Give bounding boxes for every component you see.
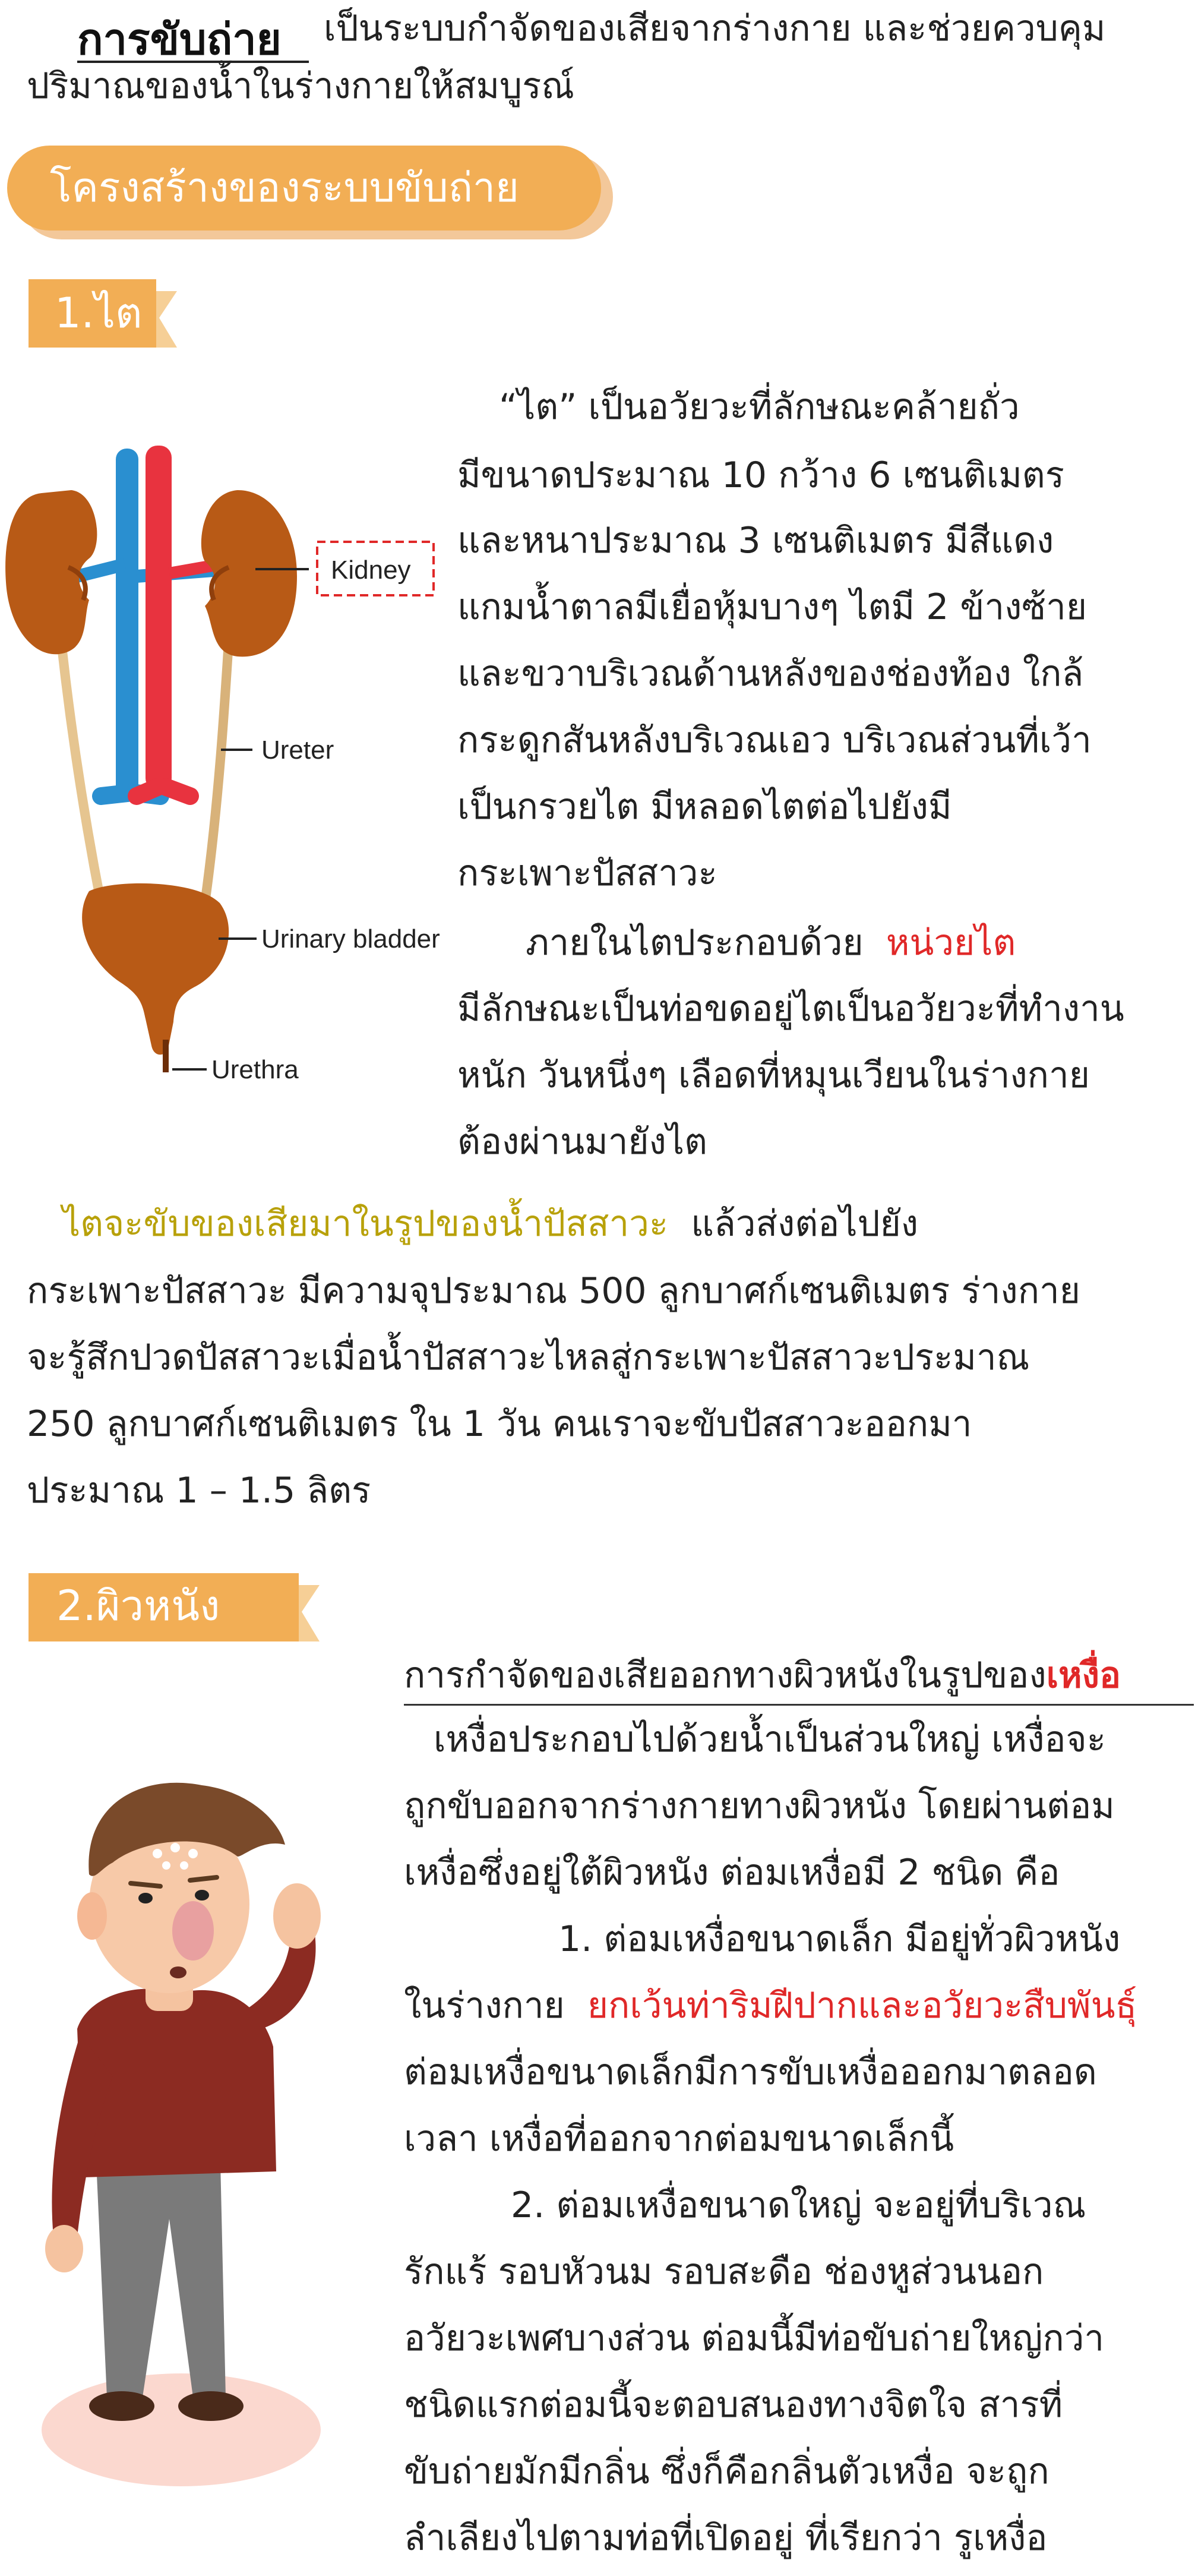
trousers: [95, 2136, 226, 2397]
urine-highlight: ไตจะขับของเสียมาในรูปของน้ำปัสสาวะ: [62, 1203, 669, 1245]
kidney-heading-ribbon: [29, 279, 177, 348]
left-arm: [52, 2035, 113, 2237]
right-kidney-hilum: [209, 565, 230, 601]
skin-text-line-4: 1. ต่อมเหงื่อขนาดเล็ก มีอยู่ทั่วผิวหนัง: [558, 1918, 1121, 1960]
left-shoe: [89, 2391, 154, 2421]
sweat-drop: [170, 1843, 180, 1852]
kidney-text-line-6: กระดูกสันหลังบริเวณเอว บริเวณส่วนที่เว้า: [457, 719, 1092, 761]
right-kidney: [201, 490, 297, 657]
nephron-text-line-2: หนัก วันหนึ่งๆ เลือดที่หมุนเวียนในร่างกา…: [457, 1055, 1090, 1096]
urine-line-3: จะรู้สึกปวดปัสสาวะเมื่อน้ำปัสสาวะไหลสู่ก…: [27, 1337, 1030, 1378]
small-gland-except: ยกเว้นท่าริมฝีปากและอวัยวะสืบพันธุ์: [587, 1985, 1137, 2026]
right-arm: [244, 1928, 316, 2029]
urine-line-4: 250 ลูกบาศก์เซนติเมตร ใน 1 วัน คนเราจะขั…: [27, 1403, 972, 1445]
urine-line-2: กระเพาะปัสสาวะ มีความจุประมาณ 500 ลูกบาศ…: [27, 1270, 1080, 1312]
urethra-label: Urethra: [211, 1055, 299, 1084]
kidney-heading: 1.ไต: [55, 289, 143, 337]
urine-line-1: ไตจะขับของเสียมาในรูปของน้ำปัสสาวะ แล้วส…: [62, 1206, 918, 1242]
skin-after-line-5: อวัยวะเพศบางส่วน ต่อมนี้มีท่อขับถ่ายใหญ่…: [404, 2318, 1105, 2359]
kidney-text-line-8: กระเพาะปัสสาวะ: [457, 853, 717, 894]
urine-rest: แล้วส่งต่อไปยัง: [691, 1203, 919, 1245]
nephron-term: หน่วยไต: [886, 922, 1016, 964]
skin-after-line-3: 2. ต่อมเหงื่อขนาดใหญ่ จะอยู่ที่บริเวณ: [511, 2184, 1086, 2226]
kidney-text-line-4: แกมน้ำตาลมีเยื่อหุ้มบางๆ ไตมี 2 ข้างซ้าย: [457, 586, 1087, 628]
small-gland-prefix: ในร่างกาย: [404, 1985, 565, 2026]
hair: [88, 1782, 285, 1876]
skin-subtitle-term: เหงื่อ: [1046, 1655, 1121, 1696]
floor-shadow: [42, 2373, 321, 2486]
renal-vein-left: [75, 558, 127, 583]
bladder-label: Urinary bladder: [261, 924, 440, 954]
skin-after-line-2: เวลา เหงื่อที่ออกจากต่อมขนาดเล็กนี้: [404, 2118, 954, 2160]
skin-after-line-6: ชนิดแรกต่อมนี้จะตอบสนองทางจิตใจ สารที่: [404, 2384, 1063, 2426]
sweat-drop: [188, 1849, 198, 1858]
nephron-text-line-3: ต้องผ่านมายังไต: [457, 1121, 707, 1163]
kidney-text-line-7: เป็นกรวยไต มีหลอดไตต่อไปยังมี: [457, 786, 952, 828]
sweater: [77, 1988, 276, 2177]
urethra: [163, 1040, 169, 1072]
ribbon-body: [29, 279, 156, 348]
urinary-bladder: [82, 883, 229, 1055]
skin-after-line-4: รักแร้ รอบหัวนม รอบสะดือ ช่องหูส่วนนอก: [404, 2251, 1044, 2293]
ribbon-body: [29, 1573, 299, 1641]
left-eye: [138, 1893, 153, 1903]
vena-cava: [116, 449, 138, 799]
kidney-label: Kidney: [331, 555, 411, 585]
intro-line-2: ปริมาณของน้ำในร่างกายให้สมบูรณ์: [27, 65, 574, 107]
skin-after-line-7: ขับถ่ายมักมีกลิ่น ซึ่งก็คือกลิ่นตัวเหงื่…: [404, 2451, 1049, 2492]
nose: [172, 1901, 214, 1961]
nephron-prefix: ภายในไตประกอบด้วย: [526, 922, 864, 964]
left-kidney-hilum: [67, 565, 88, 601]
skin-subtitle: การกำจัดของเสียออกทางผิวหนังในรูปของเหงื…: [404, 1658, 1121, 1693]
kidney-text-line-1: “ไต” เป็นอวัยวะที่ลักษณะคล้ายถั่ว: [499, 386, 1020, 428]
intro-title: การขับถ่าย: [77, 14, 282, 64]
sweating-man-illustration: [42, 1782, 321, 2486]
ureter-label: Ureter: [261, 735, 334, 765]
left-hand: [45, 2225, 83, 2272]
mouth: [170, 1966, 186, 1978]
kidney-text-line-5: และขวาบริเวณด้านหลังของช่องท้อง ใกล้: [457, 653, 1084, 694]
right-shoe: [178, 2391, 244, 2421]
skin-heading-ribbon: [29, 1573, 320, 1641]
aorta-branch: [128, 778, 199, 805]
ear: [77, 1892, 107, 1940]
left-brow: [128, 1881, 163, 1889]
nephron-text-line-1: มีลักษณะเป็นท่อขดอยู่ไตเป็นอวัยวะที่ทำงา…: [457, 988, 1124, 1030]
urinary-system-diagram: Kidney Ureter Urinary bladder Urethra: [5, 446, 440, 1084]
skin-heading: 2.ผิวหนัง: [56, 1581, 220, 1630]
skin-subtitle-prefix: การกำจัดของเสียออกทางผิวหนังในรูปของ: [404, 1655, 1047, 1696]
right-hand: [273, 1883, 321, 1949]
urine-line-5: ประมาณ 1 – 1.5 ลิตร: [27, 1470, 371, 1511]
small-gland-line: ในร่างกาย ยกเว้นท่าริมฝีปากและอวัยวะสืบพ…: [404, 1988, 1137, 2023]
sweat-drop: [180, 1861, 188, 1870]
aorta: [146, 446, 172, 790]
banner-label: โครงสร้างของระบบขับถ่าย: [50, 165, 519, 211]
right-eye: [195, 1890, 209, 1901]
kidney-text-line-3: และหนาประมาณ 3 เซนติเมตร มีสีแดง: [457, 520, 1054, 561]
skin-after-line-8: ลำเลียงไปตามท่อที่เปิดอยู่ ที่เรียกว่า ร…: [404, 2517, 1048, 2559]
skin-text-line-2: ถูกขับออกจากร่างกายทางผิวหนัง โดยผ่านต่อ…: [404, 1785, 1115, 1827]
structure-banner: โครงสร้างของระบบขับถ่าย: [7, 146, 613, 239]
skin-subtitle-underline: [404, 1704, 1194, 1706]
sweat-drop: [162, 1861, 170, 1870]
intro-line-1: เป็นระบบกำจัดของเสียจากร่างกาย และช่วยคว…: [324, 8, 1106, 49]
kidney-label-box: [316, 541, 435, 596]
banner-pill: [7, 146, 601, 231]
sweat-drop: [153, 1849, 162, 1858]
intro-title-underline: [77, 61, 309, 63]
skin-text-line-1: เหงื่อประกอบไปด้วยน้ำเป็นส่วนใหญ่ เหงื่อ…: [434, 1719, 1106, 1760]
skin-text-line-3: เหงื่อซึ่งอยู่ใต้ผิวหนัง ต่อมเหงื่อมี 2 …: [404, 1852, 1060, 1893]
right-brow: [188, 1875, 219, 1883]
nephron-line: ภายในไตประกอบด้วย หน่วยไต: [526, 925, 1016, 961]
skin-after-line-1: ต่อมเหงื่อขนาดเล็กมีการขับเหงื่อออกมาตลอ…: [404, 2051, 1097, 2093]
left-kidney: [5, 490, 97, 655]
kidney-text-line-2: มีขนาดประมาณ 10 กว้าง 6 เซนติเมตร: [457, 454, 1064, 496]
